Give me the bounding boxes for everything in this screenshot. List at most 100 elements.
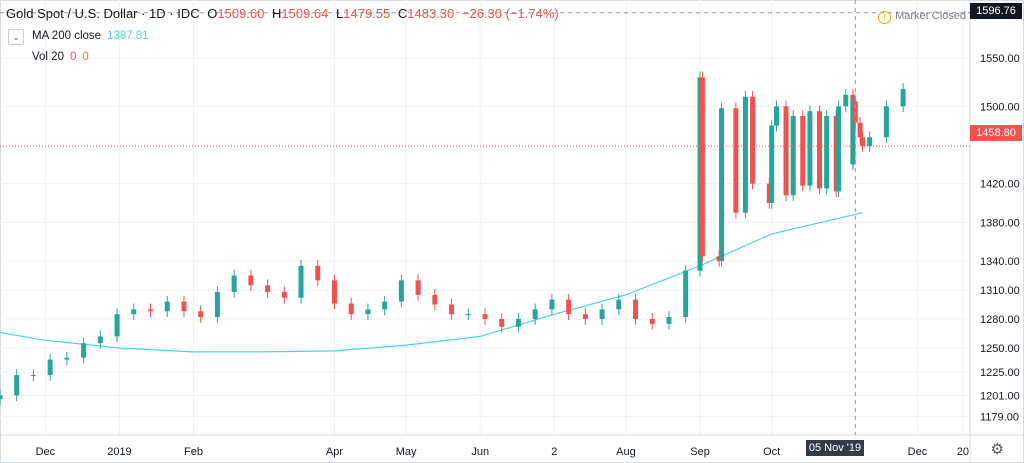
last-price-tag: 1458.80 [970, 125, 1022, 141]
open-value: 1509.60 [217, 6, 265, 21]
x-tick-label: Feb [184, 446, 203, 458]
candle-body [348, 303, 354, 315]
candle-body [432, 294, 438, 305]
candle-body [382, 301, 388, 310]
ma-value: 1387.81 [107, 30, 149, 42]
candle-body [836, 106, 842, 192]
candle-body [824, 116, 830, 189]
high-label: H [272, 6, 282, 21]
candle-body [30, 375, 36, 377]
x-tick-label: 20 [957, 446, 969, 458]
candle-body [683, 270, 689, 318]
candle-body [549, 299, 555, 310]
candle-body [164, 301, 170, 312]
candle-body [532, 309, 538, 319]
candle-body [248, 275, 254, 286]
candle-body [857, 122, 863, 138]
x-tick-label: 2 [551, 446, 557, 458]
candle-body [783, 106, 789, 196]
candle-body [719, 108, 725, 262]
candle-body [14, 375, 20, 396]
candle-body [214, 291, 220, 318]
change-value: −26.30 (−1.74%) [461, 6, 559, 21]
candle-body [800, 116, 806, 186]
ma200-line-layer [0, 212, 863, 353]
candle-body [181, 301, 187, 312]
chart-header: Gold Spot / U.S. Dollar · 1D · IDC O1509… [6, 6, 559, 21]
x-tick-label: Sep [690, 446, 710, 458]
high-value: 1509.64 [281, 6, 329, 21]
candle-body [398, 280, 404, 302]
candle-body [315, 265, 321, 281]
x-tick-label: Aug [616, 446, 636, 458]
candle-body [750, 96, 756, 184]
y-tick-label: 1420.00 [980, 179, 1020, 191]
y-tick-label: 1340.00 [980, 256, 1020, 268]
y-tick-label: 1310.00 [980, 285, 1020, 297]
candle-body [148, 309, 154, 312]
ma-indicator-legend[interactable]: MA 200 close 1387.81 [32, 30, 149, 42]
y-tick-label: 1280.00 [980, 314, 1020, 326]
x-tick-label: Dec [908, 446, 928, 458]
low-value: 1479.55 [343, 6, 391, 21]
candle-body [198, 311, 204, 318]
candles-layer [0, 71, 906, 406]
candle-body [131, 309, 137, 315]
open-label: O [207, 6, 218, 21]
x-tick-label: 2019 [107, 446, 131, 458]
close-label: C [397, 6, 408, 21]
x-tick-label: Jun [471, 446, 489, 458]
candle-body [699, 77, 705, 257]
candle-body [482, 314, 488, 319]
candle-body [773, 106, 779, 126]
vol-value-a: 0 [69, 51, 77, 63]
candle-body [599, 309, 605, 319]
collapse-indicators-button[interactable]: ⌄ [8, 29, 24, 45]
volume-indicator-legend[interactable]: Vol 20 0 0 [32, 51, 89, 63]
candle-body [733, 108, 739, 213]
candle-body [81, 343, 87, 358]
candle-body [515, 319, 521, 327]
x-tick-label: Apr [326, 446, 343, 458]
candle-body [666, 317, 672, 324]
candle-body [298, 265, 304, 298]
crosshair-price-tag: 1596.76 [970, 3, 1022, 19]
candle-body [616, 299, 622, 310]
candle-body [465, 314, 471, 316]
y-tick-label: 1500.00 [980, 101, 1020, 113]
x-tick-label: May [396, 446, 417, 458]
candle-body [331, 280, 337, 304]
vol-value-b: 0 [82, 51, 89, 63]
candle-body [64, 357, 70, 360]
candle-body [265, 285, 271, 292]
candle-body [499, 319, 505, 327]
candle-body [114, 314, 120, 337]
candle-body [365, 309, 371, 315]
settings-gear-icon[interactable]: ⚙ [990, 441, 1004, 458]
candle-body [633, 299, 639, 319]
candle-body [0, 395, 3, 400]
market-status[interactable]: ! Market Closed [878, 10, 966, 24]
close-value: 1483.30 [407, 6, 455, 21]
symbol-title[interactable]: Gold Spot / U.S. Dollar · 1D · IDC [6, 6, 200, 21]
y-tick-label: 1201.00 [980, 390, 1020, 402]
candle-body [231, 275, 237, 292]
candle-body [415, 280, 421, 295]
y-tick-label: 1179.00 [980, 412, 1019, 424]
candle-body [867, 137, 873, 146]
info-icon: ! [878, 11, 892, 24]
ma-label: MA 200 close [32, 30, 102, 42]
y-tick-label: 1550.00 [980, 53, 1020, 65]
candle-body [900, 88, 906, 107]
candle-body [843, 94, 849, 107]
candle-body [649, 319, 655, 324]
x-tick-label: Oct [763, 446, 780, 458]
candle-body [769, 125, 775, 203]
grid-lines [0, 0, 970, 435]
candle-body [850, 101, 856, 165]
y-tick-label: 1225.00 [980, 367, 1020, 379]
vol-label: Vol 20 [32, 51, 64, 63]
ma200-line [0, 212, 863, 353]
